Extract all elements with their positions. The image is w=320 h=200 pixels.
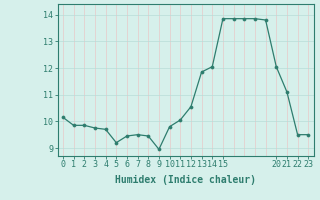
X-axis label: Humidex (Indice chaleur): Humidex (Indice chaleur): [115, 175, 256, 185]
